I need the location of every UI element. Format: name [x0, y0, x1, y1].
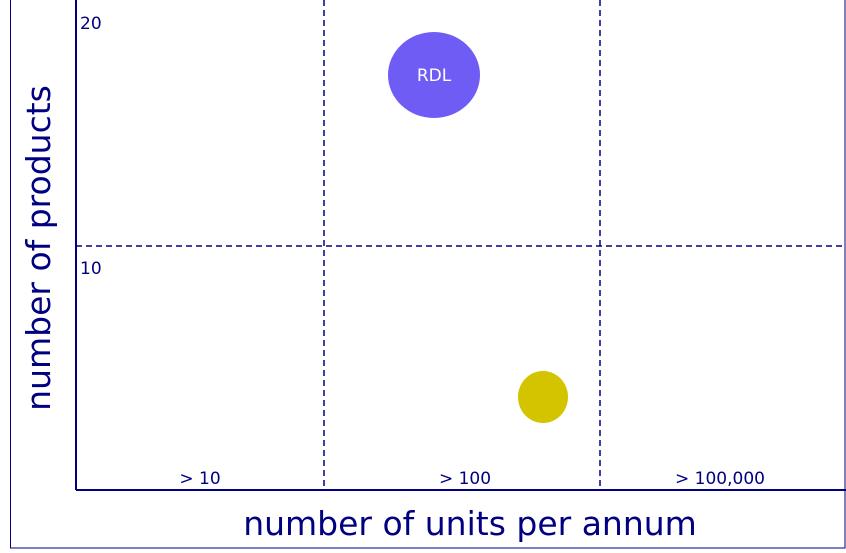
row-label: 10 — [80, 259, 102, 279]
bubble — [518, 371, 568, 423]
column-label: > 100,000 — [675, 469, 765, 489]
x-axis-title: number of units per annum — [243, 504, 697, 543]
y-axis-title: number of products — [19, 85, 58, 411]
column-label: > 10 — [179, 469, 220, 489]
row-label: 20 — [80, 14, 102, 34]
bubble — [388, 32, 480, 118]
column-label: > 100 — [439, 469, 491, 489]
bubble-label: RDL — [417, 66, 452, 86]
